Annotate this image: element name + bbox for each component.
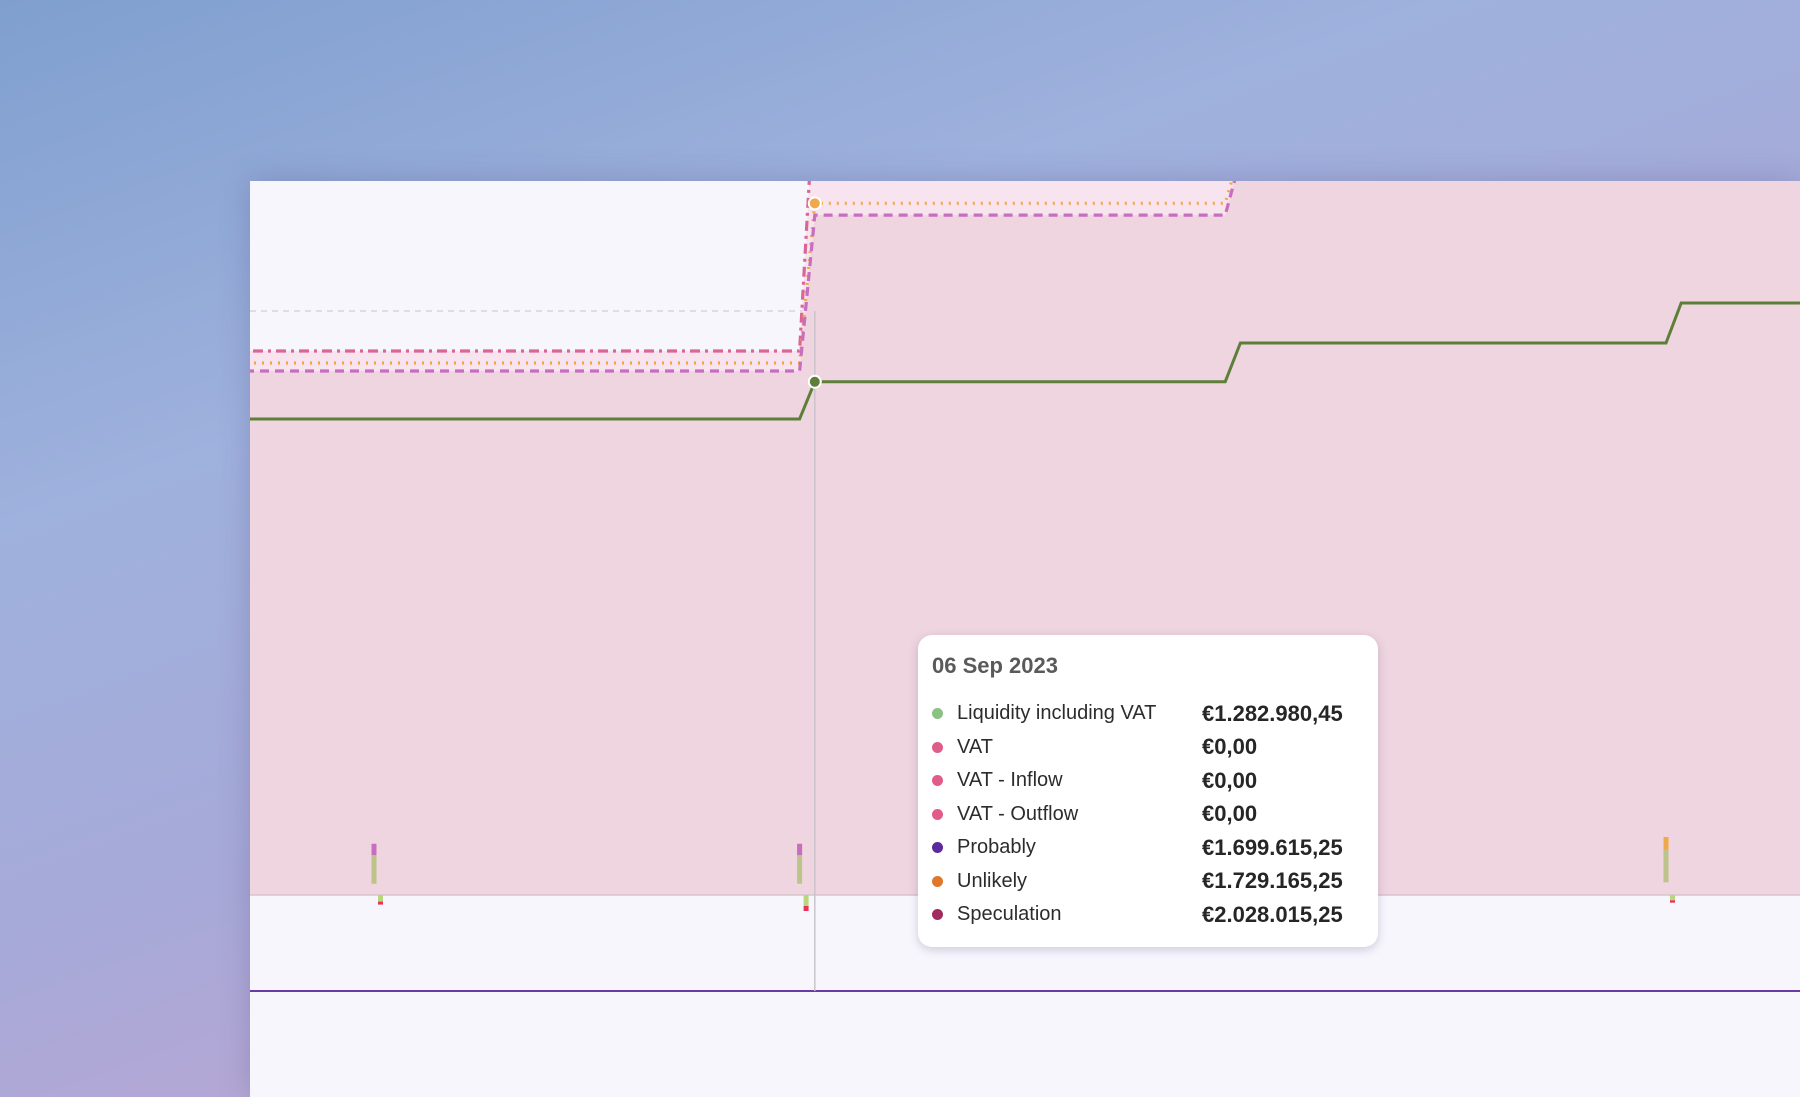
tooltip-label: Unlikely [957,869,1028,892]
outflow-vat-bar [1670,900,1675,903]
legend-dot-icon [932,708,943,720]
tooltip-row: Speculation €2.028.015,25 [932,898,1364,932]
tooltip-row: VAT - Outflow €0,00 [932,798,1364,832]
tooltip-label: Probably [957,836,1036,859]
liquidity-chart[interactable] [250,181,1800,1097]
probably-area [250,181,1800,895]
tooltip-value: €1.729.165,25 [1202,868,1343,894]
tooltip-row: VAT - Inflow €0,00 [932,764,1364,798]
legend-dot-icon [932,775,943,787]
inflow-bar [797,843,803,884]
series-line-liquidity-including-vat [250,301,1800,421]
tooltip-value: €0,00 [1202,767,1258,793]
outflow-bar [1670,895,1675,901]
inflow-bar [371,843,377,884]
series-line-probably [250,181,1237,373]
legend-dot-icon [932,808,943,820]
tooltip-row: Probably €1.699.615,25 [932,831,1364,865]
tooltip-value: €1.282.980,45 [1202,700,1343,726]
inflow-bar [1663,837,1669,883]
hover-point [807,196,822,211]
tooltip-date: 06 Sep 2023 [932,653,1058,678]
legend-dot-icon [932,741,943,753]
outflow-bar [378,895,383,902]
tooltip-label: Liquidity including VAT [957,702,1157,725]
legend-dot-icon [932,842,943,854]
tooltip-value: €1.699.615,25 [1202,834,1343,860]
tooltip-rows: Liquidity including VAT €1.282.980,45 VAT €… [932,697,1364,932]
outflow-vat-bar [378,901,383,905]
tooltip-value: €2.028.015,25 [1202,901,1343,927]
tooltip-label: VAT [957,735,993,758]
tooltip-label: VAT - Inflow [957,769,1063,792]
tooltip-label: VAT - Outflow [957,802,1079,825]
legend-dot-icon [932,909,943,921]
tooltip-row: Unlikely €1.729.165,25 [932,865,1364,899]
tooltip-value: €0,00 [1202,801,1258,827]
outflow-vat-bar [803,906,809,911]
inflow-vat-bar [371,843,377,856]
inflow-vat-bar [797,843,803,856]
tooltip-row: VAT €0,00 [932,731,1364,765]
hover-point [807,374,822,389]
chart-tooltip: 06 Sep 2023 Liquidity including VAT €1.28… [918,635,1378,947]
tooltip-row: Liquidity including VAT €1.282.980,45 [932,697,1364,731]
chart-panel: 06 Sep 2023 Liquidity including VAT €1.28… [250,181,1800,1097]
legend-dot-icon [932,875,943,887]
outflow-bar [803,895,809,906]
tooltip-label: Speculation [957,903,1062,926]
inflow-vat-bar [1663,837,1669,850]
tooltip-value: €0,00 [1202,734,1258,760]
